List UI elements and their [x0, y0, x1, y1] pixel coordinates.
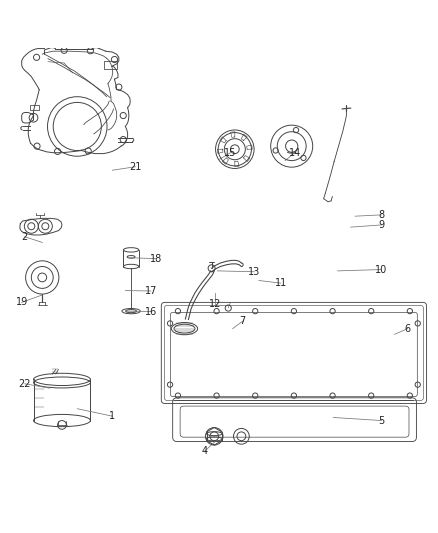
- Text: 9: 9: [378, 220, 384, 230]
- Text: 16: 16: [145, 306, 156, 317]
- Text: 21: 21: [129, 161, 141, 172]
- Text: 10: 10: [374, 264, 387, 274]
- Text: 2: 2: [21, 232, 28, 242]
- Text: 18: 18: [150, 254, 162, 264]
- Text: 13: 13: [248, 266, 260, 277]
- Text: 8: 8: [378, 210, 384, 220]
- Bar: [30, 104, 39, 110]
- Text: 15: 15: [224, 148, 236, 158]
- Text: 1: 1: [109, 411, 115, 421]
- Text: 22: 22: [18, 379, 31, 389]
- Text: 5: 5: [378, 416, 384, 425]
- Text: 6: 6: [404, 324, 410, 334]
- Text: 11: 11: [274, 278, 286, 288]
- Text: 12: 12: [208, 298, 221, 309]
- Text: 17: 17: [144, 286, 157, 296]
- Text: 4: 4: [201, 446, 207, 456]
- Text: 14: 14: [288, 148, 300, 158]
- Text: 19: 19: [15, 297, 28, 308]
- Bar: [104, 61, 117, 69]
- Text: 7: 7: [239, 316, 245, 326]
